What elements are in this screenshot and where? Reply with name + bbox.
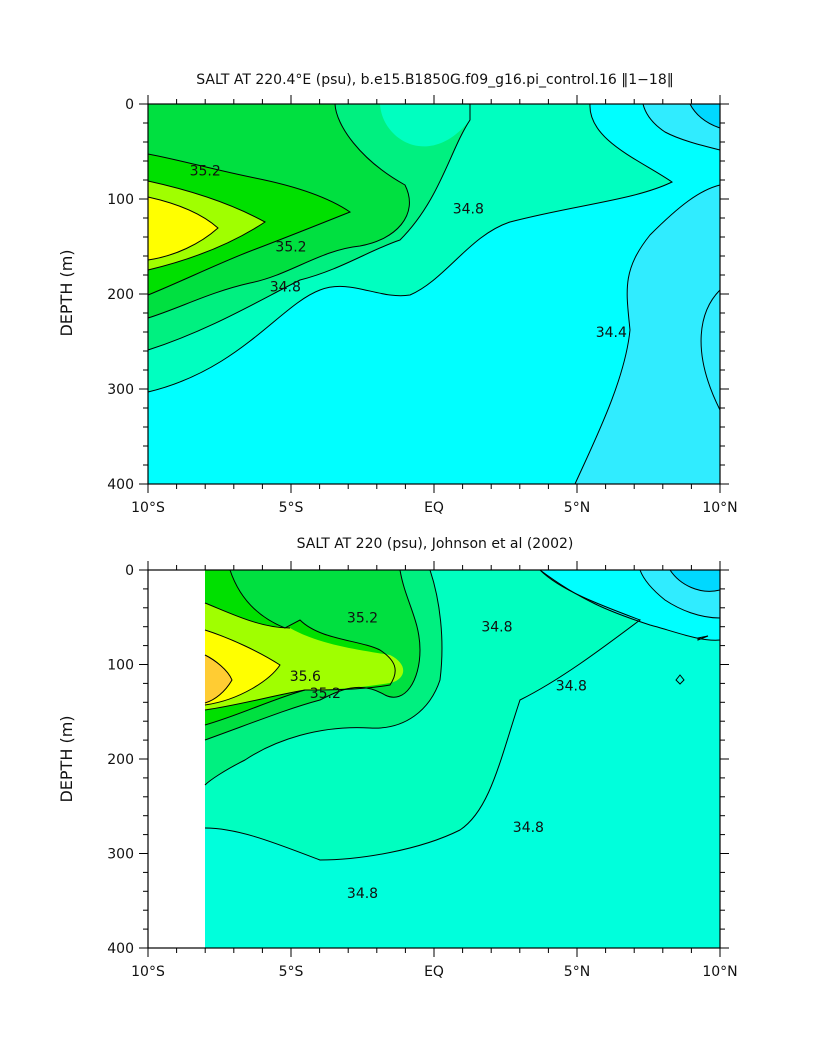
contour-line (204, 629, 281, 706)
contour-label: 35.2 (347, 610, 378, 626)
contour-line (147, 180, 266, 271)
top-labels: 10°S 5°S EQ 5°N 10°N 0 100 200 300 400 35.2 35.2 34.… (107, 97, 737, 516)
y-tick-label: 400 (107, 941, 134, 957)
x-tick-label: EQ (424, 964, 444, 980)
y-tick-label: 400 (107, 477, 134, 493)
bottom-contours (204, 569, 721, 861)
contour-line (697, 635, 709, 641)
y-tick-label: 200 (107, 287, 134, 303)
contour-line (147, 103, 673, 393)
top-ticks (139, 95, 729, 493)
y-tick-label: 0 (125, 97, 134, 113)
contour-line (700, 289, 721, 411)
bottom-title: SALT AT 220 (psu), Johnson et al (2002) (297, 536, 574, 552)
bottom-labels: 10°S 5°S EQ 5°N 10°N 0 100 200 300 400 35.2 34.8 35.… (107, 563, 737, 980)
fill-34-2 (575, 185, 720, 484)
top-ylabel: DEPTH (m) (57, 249, 76, 336)
fill-34-0 (690, 104, 720, 128)
fill-36-0 (205, 655, 232, 703)
contour-line (147, 196, 219, 261)
contour-line (642, 103, 721, 151)
x-tick-label: 5°N (564, 500, 590, 516)
y-tick-label: 300 (107, 847, 134, 863)
x-tick-label: 5°S (279, 964, 304, 980)
top-fill (148, 104, 720, 484)
contour-line (689, 103, 721, 129)
contour-line (204, 602, 306, 711)
y-tick-label: 200 (107, 752, 134, 768)
contour-line (675, 674, 685, 685)
contour-label: 34.8 (453, 202, 484, 218)
bottom-ylabel: DEPTH (m) (57, 715, 76, 802)
x-tick-label: 5°S (279, 500, 304, 516)
top-title: SALT AT 220.4°E (psu), b.e15.B1850G.f09_… (196, 72, 673, 88)
y-tick-label: 0 (125, 563, 134, 579)
contour-label: 34.8 (270, 279, 301, 295)
y-tick-label: 300 (107, 382, 134, 398)
x-tick-label: 10°N (702, 964, 737, 980)
fill-35-8 (148, 197, 218, 260)
contour-label: 34.8 (556, 678, 587, 694)
y-tick-label: 100 (107, 192, 134, 208)
contour-line (574, 184, 721, 485)
contour-label: 34.8 (347, 886, 378, 902)
x-tick-label: 5°N (564, 964, 590, 980)
contour-label: 35.2 (310, 686, 341, 702)
contour-line (539, 569, 721, 641)
contour-line (204, 569, 396, 726)
contour-line (204, 569, 642, 861)
contour-line (204, 569, 443, 786)
bottom-panel: SALT AT 220 (psu), Johnson et al (2002) (57, 536, 738, 980)
contour-line (204, 569, 421, 741)
fill-34-0 (670, 570, 720, 592)
contour-label: 34.4 (596, 325, 627, 341)
contour-label: 35.2 (275, 240, 306, 256)
contour-line (147, 103, 410, 319)
contour-label: 34.8 (481, 620, 512, 636)
contour-line (204, 654, 233, 704)
contour-label: 35.6 (290, 669, 321, 685)
bottom-ticks (139, 561, 729, 957)
top-panel: SALT AT 220.4°E (psu), b.e15.B1850G.f09_… (57, 72, 738, 516)
contour-line (639, 569, 721, 619)
x-tick-label: 10°S (131, 964, 165, 980)
contour-label: 35.2 (190, 164, 221, 180)
contour-label: 34.8 (513, 820, 544, 836)
x-tick-label: 10°S (131, 500, 165, 516)
y-tick-label: 100 (107, 658, 134, 674)
top-contours (147, 103, 721, 485)
contour-line (669, 569, 721, 592)
x-tick-label: 10°N (702, 500, 737, 516)
contour-line (147, 104, 471, 351)
x-tick-label: EQ (424, 500, 444, 516)
contour-line (147, 153, 352, 296)
